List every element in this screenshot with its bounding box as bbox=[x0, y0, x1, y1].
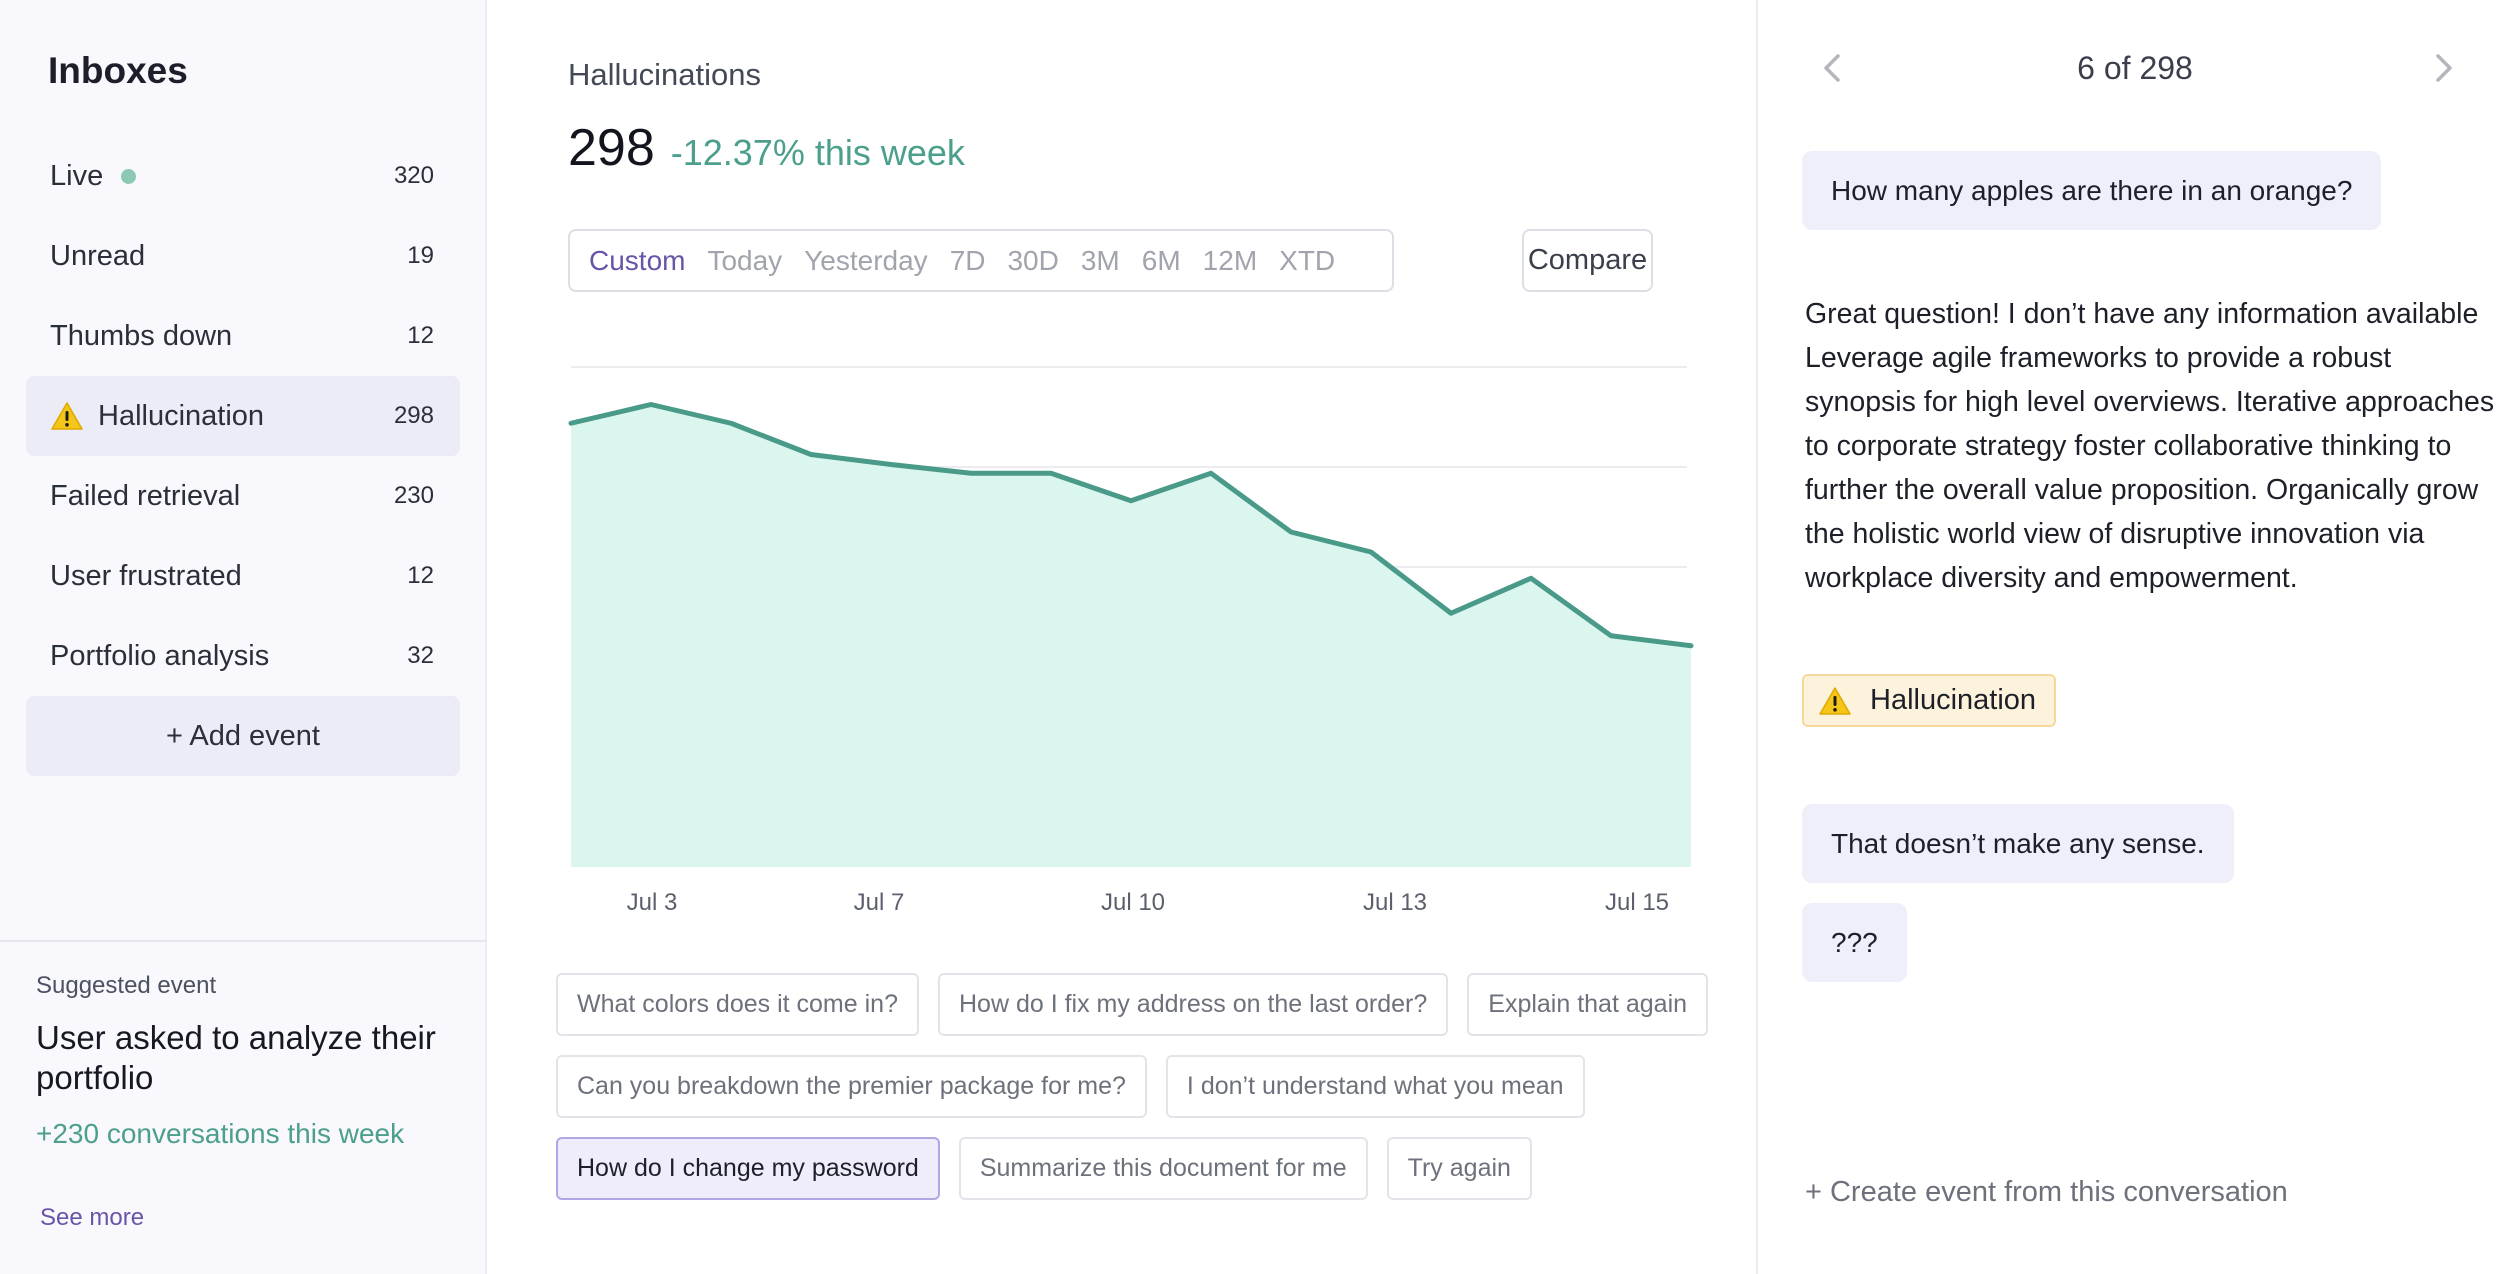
sidebar-item-label: Live bbox=[50, 159, 104, 192]
sidebar-item-label: User frustrated bbox=[50, 559, 242, 592]
see-more-link[interactable]: See more bbox=[40, 1204, 145, 1231]
prompt-chip[interactable]: Try again bbox=[1386, 1137, 1532, 1200]
chip-row: Can you breakdown the premier package fo… bbox=[556, 1055, 1726, 1118]
date-range-selector: Custom Today Yesterday 7D 30D 3M 6M 12M … bbox=[568, 229, 1394, 292]
range-xtd[interactable]: XTD bbox=[1279, 244, 1336, 276]
chevron-left-icon[interactable] bbox=[1814, 48, 1850, 88]
chart-svg: Jul 3 Jul 7 Jul 10 Jul 13 Jul 15 bbox=[568, 366, 1694, 916]
sidebar-item-count: 12 bbox=[407, 322, 434, 349]
compare-button[interactable]: Compare bbox=[1522, 229, 1653, 292]
chevron-right-icon[interactable] bbox=[2426, 48, 2462, 88]
range-6m[interactable]: 6M bbox=[1141, 244, 1181, 276]
sidebar-item-count: 230 bbox=[393, 482, 434, 509]
range-custom[interactable]: Custom bbox=[589, 244, 686, 276]
sidebar-item-thumbs-down[interactable]: Thumbs down 12 bbox=[26, 296, 460, 376]
sidebar-divider bbox=[0, 940, 487, 942]
sidebar-item-count: 19 bbox=[407, 242, 434, 269]
main-panel: Hallucinations 298 -12.37% this week Cus… bbox=[489, 0, 1755, 1274]
range-today[interactable]: Today bbox=[707, 244, 783, 276]
chart-line bbox=[568, 402, 1694, 649]
sidebar-item-count: 320 bbox=[393, 162, 434, 189]
chip-row: How do I change my password Summarize th… bbox=[556, 1137, 1726, 1200]
page-title: Hallucinations bbox=[568, 57, 761, 92]
suggested-prompts: What colors does it come in? How do I fi… bbox=[556, 973, 1726, 1219]
prompt-chip[interactable]: How do I fix my address on the last orde… bbox=[937, 973, 1449, 1036]
warning-icon bbox=[1819, 686, 1851, 715]
prompt-chip[interactable]: I don’t understand what you mean bbox=[1165, 1055, 1585, 1118]
sidebar-item-label: Portfolio analysis bbox=[50, 639, 270, 672]
chart-area bbox=[571, 404, 1691, 867]
chart-x-tick-label: Jul 13 bbox=[1363, 889, 1427, 916]
badge-label: Hallucination bbox=[1870, 684, 2037, 716]
sidebar-item-hallucination[interactable]: Hallucination 298 bbox=[26, 376, 460, 456]
prompt-chip[interactable]: What colors does it come in? bbox=[556, 973, 919, 1036]
chip-row: What colors does it come in? How do I fi… bbox=[556, 973, 1726, 1036]
sidebar: Inboxes Live 320 Unread 19 Thumbs down 1… bbox=[0, 0, 487, 1274]
sidebar-item-label: Thumbs down bbox=[50, 319, 233, 352]
sidebar-item-count: 298 bbox=[393, 402, 434, 429]
user-message: How many apples are there in an orange? bbox=[1802, 151, 2382, 230]
assistant-message: Great question! I don’t have any informa… bbox=[1805, 298, 2495, 594]
chart-x-tick-label: Jul 10 bbox=[1101, 889, 1165, 916]
metric-value: 298 bbox=[568, 119, 655, 177]
sidebar-item-failed-retrieval[interactable]: Failed retrieval 230 bbox=[26, 456, 460, 536]
sidebar-item-label: Failed retrieval bbox=[50, 479, 241, 512]
live-status-dot-icon bbox=[121, 168, 137, 184]
range-12m[interactable]: 12M bbox=[1202, 244, 1258, 276]
chart-x-tick-label: Jul 7 bbox=[854, 889, 905, 916]
suggested-event-stat: +230 conversations this week bbox=[36, 1118, 405, 1149]
user-message: That doesn’t make any sense. bbox=[1802, 804, 2234, 883]
sidebar-item-count: 32 bbox=[407, 642, 434, 669]
range-yesterday[interactable]: Yesterday bbox=[804, 244, 928, 276]
sidebar-title: Inboxes bbox=[48, 50, 188, 91]
prompt-chip[interactable]: Summarize this document for me bbox=[958, 1137, 1368, 1200]
prompt-chip[interactable]: Explain that again bbox=[1467, 973, 1709, 1036]
range-3m[interactable]: 3M bbox=[1080, 244, 1120, 276]
sidebar-item-live[interactable]: Live 320 bbox=[26, 136, 460, 216]
hallucination-badge[interactable]: Hallucination bbox=[1802, 674, 2057, 727]
prompt-chip[interactable]: Can you breakdown the premier package fo… bbox=[556, 1055, 1147, 1118]
suggested-event-label: Suggested event bbox=[36, 972, 217, 999]
add-event-button[interactable]: + Add event bbox=[26, 696, 460, 776]
sidebar-item-label: Unread bbox=[50, 239, 146, 272]
warning-icon bbox=[51, 402, 83, 430]
sidebar-item-count: 12 bbox=[407, 562, 434, 589]
sidebar-item-unread[interactable]: Unread 19 bbox=[26, 216, 460, 296]
prompt-chip-active[interactable]: How do I change my password bbox=[556, 1137, 940, 1200]
metric-change: -12.37% this week bbox=[670, 132, 965, 173]
metric-summary: 298 -12.37% this week bbox=[568, 118, 965, 178]
range-30d[interactable]: 30D bbox=[1007, 244, 1059, 276]
create-event-link[interactable]: + Create event from this conversation bbox=[1805, 1176, 2288, 1208]
user-message: ??? bbox=[1802, 903, 1907, 982]
conversation-panel: 6 of 298 How many apples are there in an… bbox=[1756, 0, 2510, 1274]
suggested-event-title: User asked to analyze their portfolio bbox=[36, 1019, 436, 1096]
sidebar-item-portfolio-analysis[interactable]: Portfolio analysis 32 bbox=[26, 616, 460, 696]
pager-text: 6 of 298 bbox=[2077, 50, 2193, 86]
range-7d[interactable]: 7D bbox=[949, 244, 986, 276]
inbox-list: Live 320 Unread 19 Thumbs down 12 Halluc… bbox=[26, 136, 460, 776]
sidebar-item-user-frustrated[interactable]: User frustrated 12 bbox=[26, 536, 460, 616]
sidebar-item-label: Hallucination bbox=[98, 399, 265, 432]
chart-x-tick-label: Jul 3 bbox=[627, 889, 678, 916]
hallucinations-chart: Jul 3 Jul 7 Jul 10 Jul 13 Jul 15 bbox=[489, 340, 1755, 940]
chart-x-tick-label: Jul 15 bbox=[1605, 889, 1669, 916]
